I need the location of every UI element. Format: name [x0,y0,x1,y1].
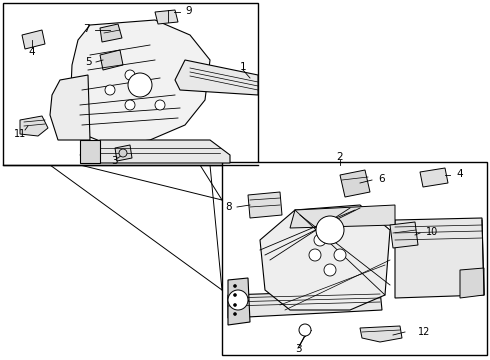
Bar [3,3,258,165]
Text: 12: 12 [418,327,430,337]
Polygon shape [260,205,390,310]
Text: 6: 6 [378,174,385,184]
Circle shape [309,249,321,261]
Circle shape [234,312,237,315]
Polygon shape [115,145,132,161]
Polygon shape [80,140,100,163]
Circle shape [334,249,346,261]
Circle shape [299,324,311,336]
Polygon shape [20,116,48,136]
Circle shape [119,149,127,157]
Text: 5: 5 [85,57,92,67]
Polygon shape [390,222,418,248]
Polygon shape [50,75,90,140]
Polygon shape [175,60,258,95]
Circle shape [140,85,150,95]
Circle shape [316,216,344,244]
Text: 8: 8 [225,202,232,212]
Polygon shape [360,326,402,342]
Text: 11: 11 [14,129,26,139]
Circle shape [125,100,135,110]
Polygon shape [100,24,122,42]
Polygon shape [22,30,45,49]
Text: 7: 7 [83,24,90,34]
Polygon shape [228,290,382,318]
Text: 4: 4 [456,169,463,179]
Circle shape [314,234,326,246]
Polygon shape [80,140,230,163]
Text: 4: 4 [29,47,35,57]
Circle shape [125,70,135,80]
Text: 2: 2 [337,152,343,162]
Circle shape [324,264,336,276]
Text: 3: 3 [111,156,117,166]
Polygon shape [395,218,484,298]
Polygon shape [248,192,282,218]
Circle shape [234,293,237,297]
Circle shape [105,85,115,95]
Polygon shape [155,10,178,24]
Circle shape [155,100,165,110]
Text: 10: 10 [426,227,438,237]
Polygon shape [70,20,210,145]
Polygon shape [460,268,484,298]
Text: 3: 3 [294,344,301,354]
Polygon shape [228,278,250,325]
Polygon shape [100,50,123,70]
Circle shape [234,303,237,306]
Polygon shape [420,168,448,187]
Bar [222,162,487,355]
Text: 1: 1 [240,62,246,72]
Polygon shape [340,170,370,197]
Circle shape [234,284,237,288]
Circle shape [228,290,248,310]
Circle shape [128,73,152,97]
Polygon shape [290,205,395,228]
Text: 9: 9 [185,6,192,16]
